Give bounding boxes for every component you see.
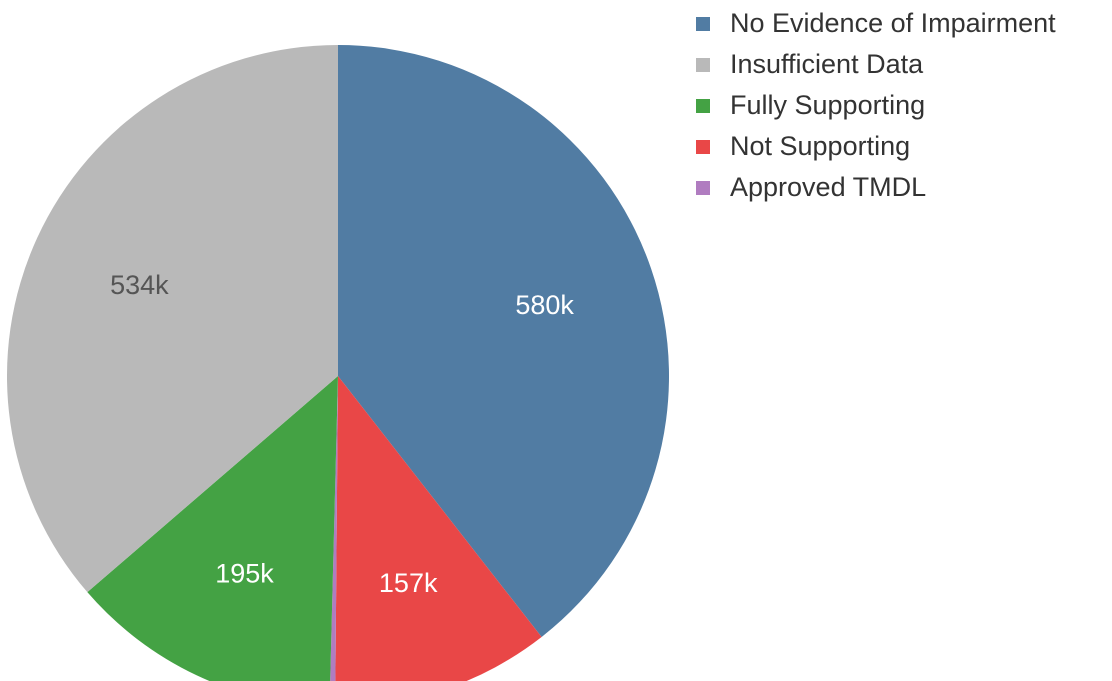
pie-slice-not-supporting[interactable] [335, 376, 542, 681]
legend-swatch [696, 16, 710, 31]
pie-slice-approved-tmdl[interactable] [330, 376, 338, 681]
data-label-no-evidence-of-impairment: 580k [515, 290, 574, 320]
legend-swatch [696, 139, 710, 154]
legend-item-fully-supporting[interactable]: Fully Supporting [696, 85, 1056, 126]
legend-item-not-supporting[interactable]: Not Supporting [696, 126, 1056, 167]
legend: No Evidence of Impairment Insufficient D… [696, 3, 1056, 208]
pie-slice-fully-supporting[interactable] [87, 376, 338, 681]
data-label-fully-supporting: 195k [215, 558, 274, 588]
legend-label: Fully Supporting [730, 90, 926, 120]
legend-label: Insufficient Data [730, 49, 924, 79]
legend-swatch [696, 57, 710, 72]
legend-label: Approved TMDL [730, 172, 927, 202]
legend-item-no-evidence-of-impairment[interactable]: No Evidence of Impairment [696, 3, 1056, 44]
pie-slice-insufficient-data[interactable] [6, 44, 339, 593]
legend-swatch [696, 98, 710, 113]
data-label-insufficient-data: 534k [110, 270, 169, 300]
data-label-not-supporting: 157k [379, 568, 438, 598]
legend-label: No Evidence of Impairment [730, 8, 1056, 38]
pie-data-labels: 580k 157k 195k 534k [110, 270, 574, 598]
legend-swatch [696, 180, 710, 195]
pie-slice-no-evidence-of-impairment[interactable] [338, 45, 670, 637]
pie-plot: 580k 157k 195k 534k [6, 44, 670, 681]
pie-slices [6, 44, 670, 681]
legend-item-insufficient-data[interactable]: Insufficient Data [696, 44, 1056, 85]
legend-item-approved-tmdl[interactable]: Approved TMDL [696, 167, 1056, 208]
legend-label: Not Supporting [730, 131, 911, 161]
